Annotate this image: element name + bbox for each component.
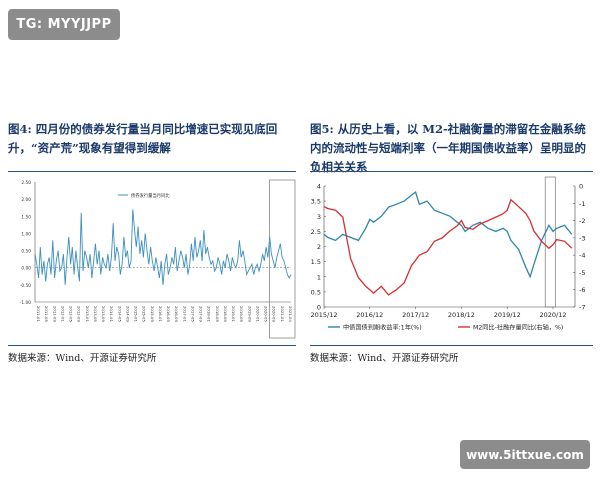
y-tick-label: 1.00 bbox=[21, 231, 31, 237]
x-tick-label: 2019-05 bbox=[239, 306, 244, 322]
x-tick-label: 2018/12 bbox=[448, 311, 475, 319]
x-tick-label: 2017/12 bbox=[402, 311, 429, 319]
x-tick-label: 2019/12 bbox=[494, 311, 521, 319]
legend-label-yield: 中债国债到期收益率:1年(%) bbox=[343, 324, 422, 332]
x-tick-label: 2012-05 bbox=[69, 306, 74, 322]
left-tick-label: 3.5 bbox=[311, 198, 321, 206]
legend-label-m2: M2同比-社融存量同比(右轴，%) bbox=[473, 324, 563, 332]
right-tick-label: 0 bbox=[579, 183, 583, 191]
x-tick-label: 2016/12 bbox=[356, 311, 383, 319]
x-tick-label: 2019-01 bbox=[231, 306, 236, 322]
x-tick-label: 2013-05 bbox=[93, 306, 98, 322]
x-tick-label: 2014-01 bbox=[109, 306, 114, 322]
x-tick-label: 2019-09 bbox=[247, 306, 252, 322]
right-tick-label: -1 bbox=[579, 200, 585, 208]
left-tick-label: 2 bbox=[317, 243, 321, 251]
x-tick-label: 2016-05 bbox=[166, 306, 171, 322]
x-tick-label: 2017-09 bbox=[199, 306, 204, 322]
left-tick-label: 2.5 bbox=[311, 228, 321, 236]
legend-label: 债券发行量当月同比 bbox=[131, 192, 170, 199]
series-line bbox=[34, 209, 292, 285]
x-tick-label: 2020-01 bbox=[255, 306, 260, 322]
y-tick-label: 1.50 bbox=[21, 214, 31, 220]
right-tick-label: -7 bbox=[579, 304, 585, 312]
y-tick-label: -1.00 bbox=[20, 300, 31, 306]
x-tick-label: 2014-05 bbox=[117, 306, 122, 322]
left-tick-label: 1.5 bbox=[311, 258, 321, 266]
x-tick-label: 2011-05 bbox=[44, 306, 49, 322]
highlight-box bbox=[269, 179, 296, 339]
x-tick-label: 2016-09 bbox=[174, 306, 179, 322]
x-tick-label: 2012-09 bbox=[77, 306, 82, 322]
left-tick-label: 1 bbox=[317, 273, 321, 281]
figure-4-caption: 图4: 四月份的债券发行量当月同比增速已实现见底回升，“资产荒”现象有望得到缓解 bbox=[8, 122, 278, 155]
highlight-box bbox=[544, 176, 556, 308]
yield-series-line bbox=[323, 191, 573, 279]
y-tick-label: 2.00 bbox=[21, 197, 31, 203]
x-tick-label: 2015-01 bbox=[134, 306, 139, 322]
y-tick-label: 2.50 bbox=[21, 180, 31, 186]
figure-4-bottom-rule bbox=[8, 345, 296, 346]
x-tick-label: 2015/12 bbox=[310, 311, 337, 319]
figure-4-top-rule bbox=[8, 171, 296, 172]
right-tick-label: -2 bbox=[579, 217, 585, 225]
x-tick-label: 2011-09 bbox=[52, 306, 57, 322]
x-tick-label: 2020/12 bbox=[540, 311, 567, 319]
x-tick-label: 2011-01 bbox=[36, 306, 41, 322]
x-tick-label: 2017-05 bbox=[190, 306, 195, 322]
x-tick-label: 2020-05 bbox=[264, 306, 269, 322]
left-tick-label: 4 bbox=[317, 183, 321, 191]
x-tick-label: 2016-01 bbox=[158, 306, 163, 322]
right-tick-label: -6 bbox=[579, 286, 585, 294]
y-tick-label: 0.00 bbox=[21, 266, 31, 272]
x-tick-label: 2015-05 bbox=[142, 306, 147, 322]
left-tick-label: 0.5 bbox=[311, 288, 321, 296]
x-tick-label: 2018-05 bbox=[215, 306, 220, 322]
x-tick-label: 2018-01 bbox=[207, 306, 212, 322]
figure-5-caption: 图5: 从历史上看，以 M2-社融衡量的滞留在金融系统内的流动性与短端利率（一年… bbox=[310, 122, 586, 174]
right-tick-label: -4 bbox=[579, 252, 585, 260]
figure-5-top-rule bbox=[310, 171, 593, 172]
bond-issuance-chart: 2.50 2.00 1.50 1.00 0.50 0.00 -0.50 -1.00 债券发行量当… bbox=[20, 179, 296, 339]
figure-5-source: 数据来源：Wind、开源证券研究所 bbox=[310, 353, 459, 364]
figure-5-bottom-rule bbox=[310, 345, 593, 346]
left-tick-label: 0 bbox=[317, 304, 321, 312]
right-tick-label: -5 bbox=[579, 269, 585, 277]
x-tick-label: 2020-09 bbox=[272, 306, 277, 322]
x-tick-label: 2017-01 bbox=[182, 306, 187, 322]
left-tick-label: 3 bbox=[317, 213, 321, 221]
figure-4-source: 数据来源：Wind、开源证券研究所 bbox=[8, 353, 157, 364]
x-tick-label: 2021-01 bbox=[280, 306, 285, 322]
x-tick-label: 2021-04 bbox=[288, 306, 293, 322]
channel-badge: TG: MYYJJPP bbox=[8, 9, 120, 40]
y-tick-label: 0.50 bbox=[21, 249, 31, 255]
m2-tsf-series-line bbox=[323, 198, 573, 296]
x-tick-label: 2018-09 bbox=[223, 306, 228, 322]
y-tick-label: -0.50 bbox=[20, 283, 31, 289]
x-tick-label: 2013-01 bbox=[85, 306, 90, 322]
x-tick-label: 2015-09 bbox=[150, 306, 155, 322]
right-tick-label: -3 bbox=[579, 234, 585, 242]
x-tick-label: 2014-09 bbox=[125, 306, 130, 322]
x-tick-label: 2012-01 bbox=[60, 306, 65, 322]
x-tick-label: 2013-09 bbox=[101, 306, 106, 322]
site-watermark: www.5ittxue.com bbox=[460, 440, 590, 469]
yield-vs-liquidity-chart: 4 3.5 3 2.5 2 1.5 1 0.5 0 0 -1 -2 -3 -4 -5 -6 -7 2015/12 2… bbox=[310, 176, 585, 332]
